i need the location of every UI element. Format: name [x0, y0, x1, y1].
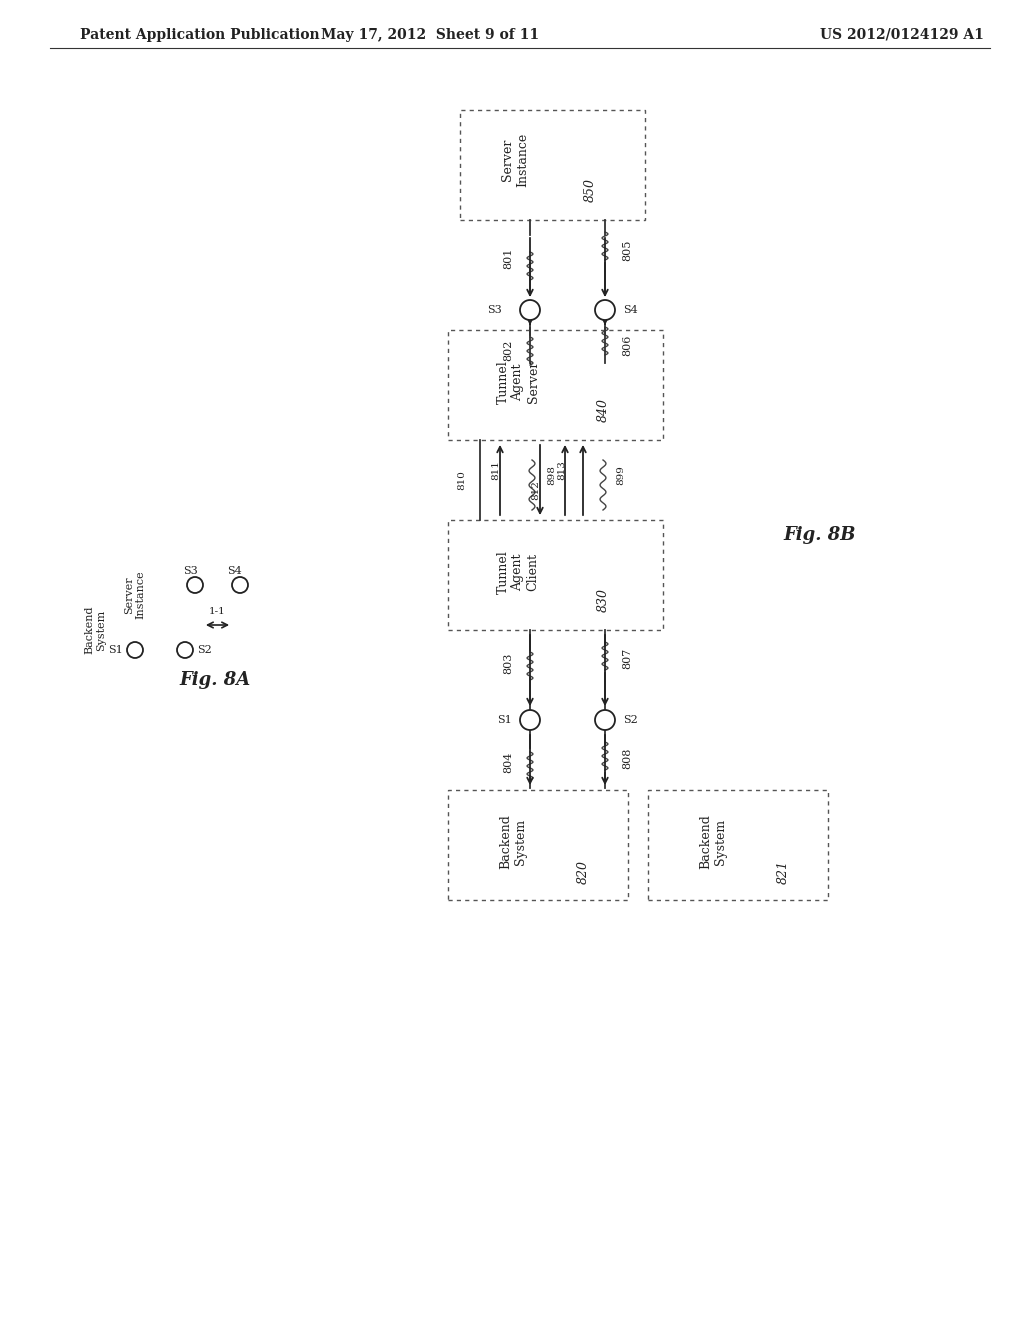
- Text: S2: S2: [623, 715, 638, 725]
- Bar: [460, 110, 645, 220]
- Text: 806: 806: [622, 334, 632, 355]
- Circle shape: [127, 642, 143, 657]
- Text: Backend
System: Backend System: [499, 814, 527, 870]
- Text: 840: 840: [597, 399, 609, 422]
- Text: Server
Instance: Server Instance: [124, 570, 145, 619]
- Text: US 2012/0124129 A1: US 2012/0124129 A1: [820, 28, 984, 42]
- Text: 813: 813: [557, 461, 566, 480]
- Circle shape: [520, 710, 540, 730]
- Circle shape: [232, 577, 248, 593]
- Text: 802: 802: [503, 339, 513, 360]
- Text: 804: 804: [503, 751, 513, 772]
- Text: Fig. 8A: Fig. 8A: [179, 671, 251, 689]
- Circle shape: [595, 710, 615, 730]
- Text: Backend
System: Backend System: [699, 814, 727, 870]
- Bar: [648, 789, 828, 900]
- Text: 805: 805: [622, 239, 632, 260]
- Text: Fig. 8B: Fig. 8B: [783, 525, 856, 544]
- Text: 898: 898: [548, 465, 556, 484]
- Text: 801: 801: [503, 247, 513, 269]
- Text: 808: 808: [622, 747, 632, 768]
- Circle shape: [595, 300, 615, 319]
- Circle shape: [177, 642, 193, 657]
- Text: S2: S2: [197, 645, 212, 655]
- Text: 850: 850: [584, 178, 597, 202]
- Text: 830: 830: [597, 587, 609, 612]
- Text: S4: S4: [623, 305, 638, 315]
- Text: Tunnel
Agent
Client: Tunnel Agent Client: [497, 550, 540, 594]
- Text: May 17, 2012  Sheet 9 of 11: May 17, 2012 Sheet 9 of 11: [321, 28, 539, 42]
- Text: 807: 807: [622, 647, 632, 669]
- Text: Patent Application Publication: Patent Application Publication: [80, 28, 319, 42]
- Text: S3: S3: [183, 566, 198, 576]
- Text: S1: S1: [109, 645, 123, 655]
- Bar: [449, 789, 628, 900]
- Text: 811: 811: [492, 461, 501, 480]
- Text: 899: 899: [616, 465, 626, 484]
- Bar: [449, 520, 663, 630]
- Text: S3: S3: [487, 305, 502, 315]
- Circle shape: [187, 577, 203, 593]
- Text: 821: 821: [776, 861, 790, 884]
- Text: 1-1: 1-1: [209, 607, 226, 616]
- Text: 803: 803: [503, 652, 513, 673]
- Circle shape: [520, 300, 540, 319]
- Text: Tunnel
Agent
Server: Tunnel Agent Server: [497, 360, 540, 404]
- Text: Backend
System: Backend System: [84, 606, 105, 655]
- Text: Server
Instance: Server Instance: [501, 133, 529, 187]
- Text: S1: S1: [498, 715, 512, 725]
- Text: 810: 810: [458, 470, 467, 490]
- Text: S4: S4: [227, 566, 242, 576]
- Text: 820: 820: [577, 861, 590, 884]
- Bar: [449, 330, 663, 440]
- Text: 812: 812: [531, 480, 541, 500]
